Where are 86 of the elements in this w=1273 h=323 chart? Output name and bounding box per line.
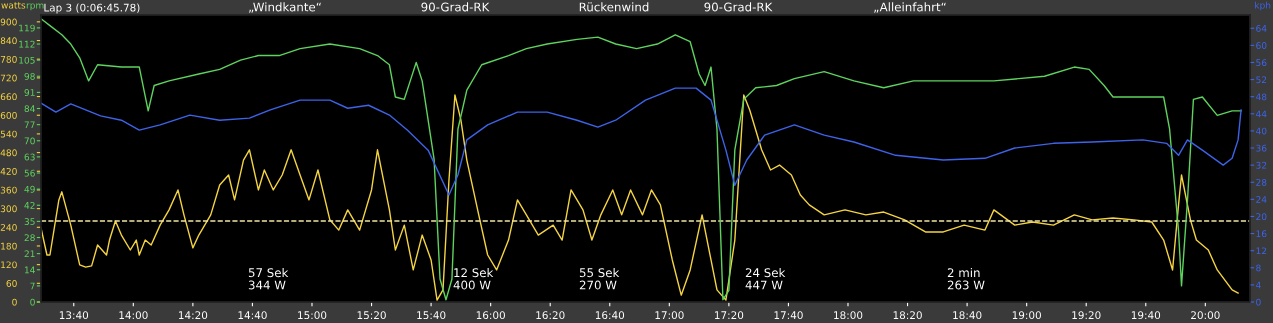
x-tick-label: 18:00 (834, 311, 863, 320)
y3-tick-label: 40 (1256, 127, 1267, 135)
y-tick-label: 300 (0, 205, 17, 213)
y2-tick-label: 119 (19, 24, 35, 32)
x-tick-label: 15:00 (298, 311, 327, 320)
x-tick-label: 15:40 (417, 311, 446, 320)
y3-tick-label: 32 (1256, 161, 1267, 169)
y-tick-label: 780 (0, 55, 17, 63)
x-tick-label: 17:40 (774, 311, 803, 320)
y2-tick-label: 77 (24, 121, 35, 129)
x-tick-label: 13:40 (59, 311, 89, 320)
x-tick-label: 17:00 (655, 311, 684, 320)
y2-tick-label: 0 (30, 298, 35, 306)
x-tick-label: 19:20 (1072, 311, 1101, 320)
x-tick-label: 14:40 (238, 311, 267, 320)
y2-tick-label: 98 (24, 73, 35, 80)
y2-tick-label: 7 (30, 282, 35, 290)
y-tick-label: 660 (0, 93, 17, 101)
y2-tick-label: 28 (24, 234, 35, 242)
y-tick-label: 0 (12, 298, 17, 306)
y2-tick-label: 112 (19, 40, 35, 48)
line-series (41, 87, 1242, 196)
y-tick-label: 60 (6, 280, 17, 287)
y3-axis-title: kph (1255, 1, 1271, 11)
y3-tick-label: 28 (1256, 178, 1267, 186)
x-tick-label: 18:40 (953, 311, 982, 320)
text: 90-Grad-RK (704, 2, 773, 12)
y2-tick-label: 105 (19, 56, 35, 64)
annotation: 55 Sek 270 W (579, 268, 620, 290)
y-tick-label: 840 (0, 37, 17, 45)
x-tick-label: 20:00 (1191, 311, 1220, 320)
annotation: 2 min 263 W (947, 268, 985, 290)
y2-tick-label: 91 (24, 89, 35, 96)
y2-tick-label: 14 (24, 266, 35, 274)
y3-tick-label: 44 (1256, 110, 1267, 118)
y2-tick-label: 84 (24, 105, 35, 113)
text: Rückenwind (579, 2, 649, 12)
y-axis-title: watts (1, 2, 26, 9)
y2-tick-label: 21 (24, 250, 35, 258)
annotation: 24 Sek 447 W (745, 268, 786, 290)
x-tick-label: 19:40 (1131, 311, 1161, 320)
annotation: 57 Sek 344 W (248, 268, 289, 290)
y-tick-label: 480 (0, 149, 17, 157)
x-tick-label: 17:20 (715, 311, 744, 320)
y2-tick-label: 56 (24, 169, 35, 177)
y-tick-label: 720 (0, 74, 17, 82)
y2-tick-label: 49 (24, 185, 35, 193)
x-tick-label: 16:20 (536, 311, 565, 320)
x-tick-label: 18:20 (893, 311, 922, 320)
x-tick-label: 16:40 (595, 311, 625, 320)
y-tick-label: 420 (0, 167, 17, 175)
y3-tick-label: 20 (1256, 213, 1267, 221)
x-tick-label: 14:20 (179, 311, 208, 320)
y-tick-label: 180 (1, 242, 17, 250)
y3-tick-label: 0 (1256, 298, 1261, 306)
chart-title: Lap 3 (0:06:45.78) (44, 3, 140, 14)
y3-tick-label: 24 (1256, 196, 1267, 203)
y3-tick-label: 52 (1256, 76, 1267, 84)
text: „Alleinfahrt“ (874, 2, 946, 13)
y2-tick-label: 35 (24, 218, 35, 225)
y3-tick-label: 48 (1256, 93, 1267, 101)
y2-tick-label: 42 (24, 201, 35, 209)
x-tick-label: 19:00 (1012, 311, 1041, 320)
y-tick-label: 540 (0, 130, 17, 138)
annotation: 12 Sek 400 W (453, 268, 494, 290)
y-tick-label: 360 (0, 186, 17, 194)
y3-tick-label: 12 (1256, 247, 1267, 255)
y-tick-label: 120 (1, 261, 17, 269)
y2-axis-title: rpm (26, 3, 44, 11)
y3-tick-label: 4 (1256, 281, 1261, 289)
x-tick-label: 14:00 (119, 311, 148, 320)
y-tick-label: 900 (0, 18, 17, 26)
y3-tick-label: 16 (1256, 230, 1267, 238)
y2-tick-label: 70 (24, 137, 35, 145)
y-tick-label: 600 (0, 111, 17, 119)
y3-tick-label: 64 (1256, 24, 1267, 32)
x-tick-label: 16:00 (476, 311, 505, 320)
text: „Windkante“ (249, 2, 321, 13)
x-tick-label: 15:20 (357, 311, 386, 320)
y-tick-label: 240 (0, 224, 17, 231)
y2-tick-label: 63 (24, 153, 35, 161)
y3-tick-label: 36 (1256, 144, 1267, 152)
y3-tick-label: 60 (1256, 42, 1267, 49)
y3-tick-label: 8 (1256, 264, 1261, 272)
text: 90-Grad-RK (421, 2, 490, 12)
y3-tick-label: 56 (1256, 59, 1267, 67)
